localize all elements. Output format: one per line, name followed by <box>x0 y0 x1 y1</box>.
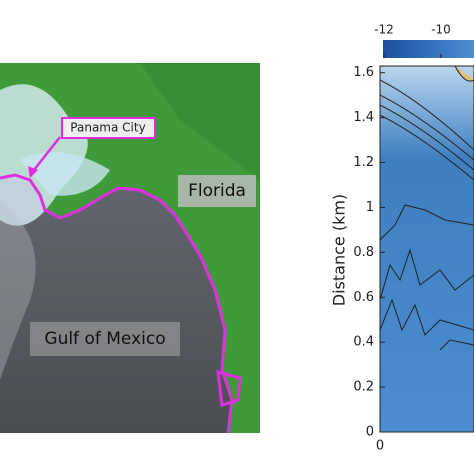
map-label: Florida <box>188 181 246 201</box>
label-box <box>61 117 156 139</box>
x-tick-label: 0 <box>376 439 384 454</box>
y-tick-label: 0.4 <box>353 335 374 350</box>
colorbar-tick-label: -12 <box>374 23 394 37</box>
y-tick-label: 0.8 <box>353 245 374 260</box>
axes-frame <box>379 65 474 433</box>
arrow-head <box>28 166 38 178</box>
pointer-arrow <box>29 136 61 176</box>
contour-field <box>380 66 474 432</box>
y-tick-label: 0.6 <box>353 290 374 305</box>
label-box <box>178 175 256 207</box>
y-tick-label: 1.6 <box>353 65 374 80</box>
y-tick-label: 1.2 <box>353 155 374 170</box>
map-label: Gulf of Mexico <box>44 329 165 349</box>
label-box <box>30 322 180 356</box>
y-axis-label: Distance (km) <box>330 194 349 306</box>
colorbar-tick-label: -10 <box>431 23 451 37</box>
map-label: Panama City <box>70 121 145 135</box>
y-tick-label: 0 <box>366 425 374 440</box>
y-tick-label: 1 <box>366 200 374 215</box>
y-tick-label: 1.4 <box>353 110 374 125</box>
y-tick-label: 0.2 <box>353 380 374 395</box>
colorbar <box>383 40 474 58</box>
